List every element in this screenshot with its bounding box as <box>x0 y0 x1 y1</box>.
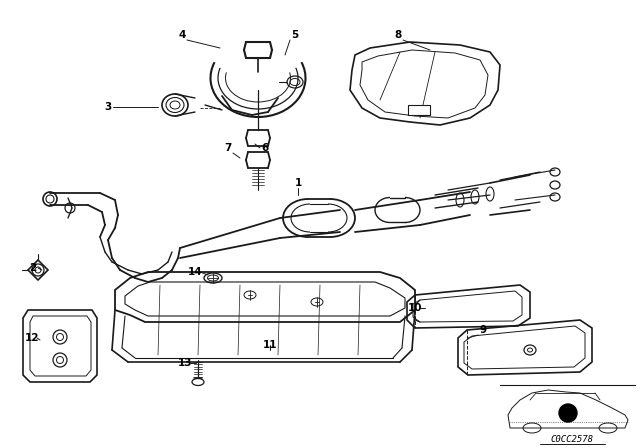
Text: 14: 14 <box>188 267 202 277</box>
Text: 13: 13 <box>178 358 192 368</box>
Text: 8: 8 <box>394 30 402 40</box>
FancyBboxPatch shape <box>408 105 430 115</box>
Text: 9: 9 <box>479 325 486 335</box>
Text: 6: 6 <box>261 143 269 153</box>
Text: 3: 3 <box>104 102 111 112</box>
Circle shape <box>559 404 577 422</box>
Text: 11: 11 <box>263 340 277 350</box>
Text: 5: 5 <box>291 30 299 40</box>
Text: 2: 2 <box>29 263 36 273</box>
Text: C0CC2578: C0CC2578 <box>550 435 593 444</box>
Text: 10: 10 <box>408 303 422 313</box>
Text: 4: 4 <box>179 30 186 40</box>
Text: 12: 12 <box>25 333 39 343</box>
Text: 1: 1 <box>294 178 301 188</box>
Text: 7: 7 <box>224 143 232 153</box>
